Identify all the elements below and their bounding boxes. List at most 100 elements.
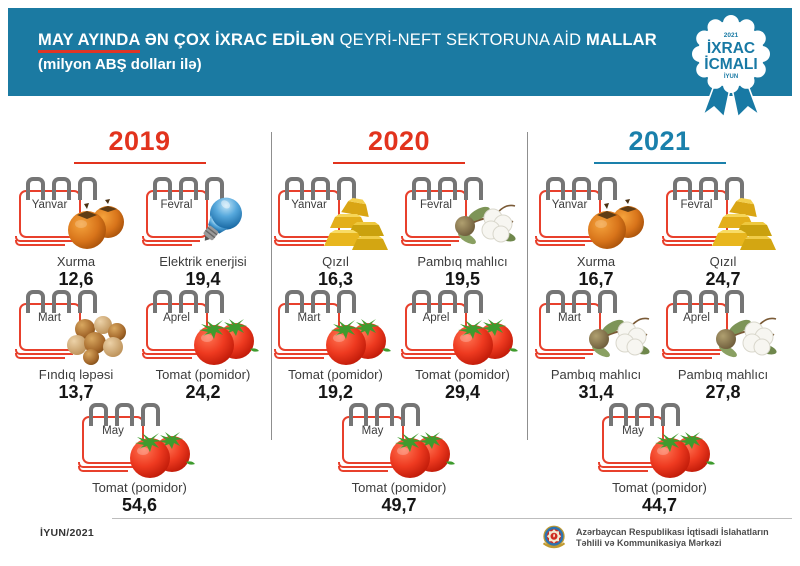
- product-value: 19,2: [317, 382, 354, 402]
- export-item: May Tomat (pomidor) 49,7: [337, 403, 459, 516]
- subtitle: (milyon ABŞ dolları ilə): [38, 56, 202, 73]
- month-label: Yanvar: [31, 199, 68, 211]
- persimmon-icon: [67, 199, 124, 249]
- export-item: Yanvar Xurma 16,7: [534, 177, 656, 290]
- year-column-2019: 2019 Yanvar Xurma 12,6 Fevral Elektrik ene…: [8, 118, 271, 520]
- title-highlight: MAY AYINDA: [38, 31, 140, 53]
- month-label: Mart: [297, 312, 321, 324]
- column-divider: [527, 132, 528, 440]
- calendar-rings-icon: [545, 290, 617, 313]
- calendar-rings-icon: [672, 177, 744, 200]
- title-light: QEYRİ-NEFT SEKTORUNA AİD: [339, 31, 582, 49]
- month-label: Fevral: [680, 199, 713, 211]
- cotton-icon: [588, 317, 650, 358]
- title-bold-2: MALLAR: [586, 31, 657, 49]
- calendar-rings-icon: [25, 290, 97, 313]
- month-label: May: [361, 425, 384, 437]
- product-name: Tomat (pomidor): [415, 367, 510, 382]
- badge-year: 2021: [724, 32, 739, 39]
- product-value: 49,7: [381, 495, 417, 515]
- calendar-rings-icon: [152, 177, 224, 200]
- title-bold: ƏN ÇOX İXRAC EDİLƏN: [144, 31, 335, 49]
- tomato-icon: [389, 432, 455, 478]
- product-value: 54,6: [121, 495, 158, 515]
- product-value: 29,4: [444, 382, 481, 402]
- items-grid: Yanvar Qızıl 16,3 Fevral Pambıq mahlıcı 19,…: [271, 177, 527, 516]
- product-name: Pambıq mahlıcı: [677, 367, 769, 382]
- azerbaijan-emblem-icon: [542, 525, 566, 549]
- month-label: Fevral: [160, 199, 193, 211]
- product-value: 12,6: [58, 269, 94, 289]
- ixrac-icmali-ribbon-badge-icon: 2021 İXRAC İCMALI İYUN: [692, 15, 770, 119]
- month-label: Aprel: [683, 312, 710, 324]
- year-underline: [73, 162, 206, 164]
- badge-line2: İCMALI: [704, 56, 757, 73]
- month-label: Aprel: [422, 312, 450, 324]
- product-value: 31,4: [578, 382, 614, 402]
- cotton-icon: [715, 317, 777, 358]
- export-item: May Tomat (pomidor) 44,7: [598, 403, 719, 516]
- product-name: Elektrik enerjisi: [159, 254, 247, 269]
- header-bar: MAY AYINDA ƏN ÇOX İXRAC EDİLƏN QEYRİ-NEF…: [8, 8, 792, 96]
- calendar-rings-icon: [152, 290, 224, 313]
- tomato-icon: [650, 432, 715, 478]
- export-item: Yanvar Qızıl 16,3: [274, 177, 395, 290]
- year-column-2021: 2021 Yanvar Xurma 16,7 Fevral Qızıl 24,7 Mar…: [527, 118, 792, 520]
- year-title: 2021: [628, 126, 691, 156]
- tomato-icon: [130, 432, 195, 478]
- export-item: Aprel Tomat (pomidor) 29,4: [401, 290, 522, 403]
- footer-divider: [112, 518, 792, 519]
- product-name: Pambıq mahlıcı: [417, 254, 508, 269]
- calendar-rings-icon: [285, 177, 356, 200]
- organization-block: Azərbaycan Respublikası İqtisadi İslahat…: [540, 524, 769, 552]
- gold-icon: [324, 197, 388, 250]
- product-name: Fındıq ləpəsi: [38, 367, 114, 382]
- month-label: May: [102, 425, 124, 437]
- export-item: May Tomat (pomidor) 54,6: [78, 403, 199, 516]
- export-item: Mart Tomat (pomidor) 19,2: [274, 290, 395, 403]
- product-value: 16,7: [578, 269, 614, 289]
- year-underline: [333, 162, 465, 164]
- calendar-rings-icon: [412, 177, 483, 200]
- comparison-area: 2019 Yanvar Xurma 12,6 Fevral Elektrik ene…: [8, 118, 792, 520]
- export-item: Fevral Qızıl 24,7: [661, 177, 783, 290]
- main-title: MAY AYINDA ƏN ÇOX İXRAC EDİLƏN QEYRİ-NEF…: [38, 31, 672, 53]
- tomato-icon: [326, 319, 391, 365]
- calendar-rings-icon: [285, 290, 356, 313]
- items-grid: Yanvar Xurma 12,6 Fevral Elektrik enerjisi…: [8, 177, 271, 516]
- organization-name: Azərbaycan Respublikası İqtisadi İslahat…: [576, 527, 769, 549]
- product-value: 24,7: [705, 269, 741, 289]
- month-label: Fevral: [420, 199, 452, 211]
- organization-line1: Azərbaycan Respublikası İqtisadi İslahat…: [576, 527, 769, 537]
- calendar-rings-icon: [545, 177, 617, 200]
- cotton-icon: [455, 204, 516, 245]
- product-value: 19,5: [444, 269, 481, 289]
- calendar-rings-icon: [672, 290, 744, 313]
- export-item: Mart Fındıq ləpəsi 13,7: [14, 290, 136, 403]
- organization-line2: Təhlili və Kommunikasiya Mərkəzi: [576, 538, 722, 548]
- product-value: 24,2: [185, 382, 221, 402]
- badge-line1: İXRAC: [707, 40, 755, 57]
- export-item: Fevral Pambıq mahlıcı 19,5: [401, 177, 522, 290]
- product-value: 19,4: [185, 269, 221, 289]
- month-label: Mart: [558, 312, 581, 324]
- gold-icon: [711, 197, 776, 250]
- calendar-rings-icon: [89, 403, 160, 426]
- year-title: 2019: [108, 126, 171, 156]
- tomato-icon: [453, 319, 518, 365]
- product-value: 44,7: [641, 495, 678, 515]
- year-underline: [593, 162, 726, 164]
- product-value: 13,7: [58, 382, 94, 402]
- product-name: Tomat (pomidor): [92, 480, 187, 495]
- calendar-rings-icon: [609, 403, 680, 426]
- badge-month: İYUN: [724, 73, 738, 80]
- month-label: May: [622, 425, 644, 437]
- export-item: Fevral Elektrik enerjisi 19,4: [141, 177, 263, 290]
- footer-date: İYUN/2021: [40, 527, 95, 539]
- month-label: Mart: [38, 312, 61, 324]
- tomato-icon: [193, 319, 259, 365]
- product-name: Tomat (pomidor): [288, 367, 383, 382]
- product-name: Pambıq mahlıcı: [550, 367, 642, 382]
- year-column-2020: 2020 Yanvar Qızıl 16,3 Fevral Pambıq mahlı…: [271, 118, 527, 520]
- export-item: Mart Pambıq mahlıcı 31,4: [534, 290, 656, 403]
